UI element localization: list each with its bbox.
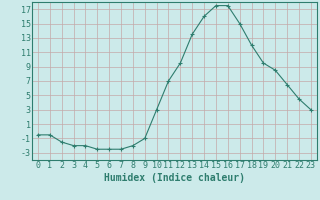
X-axis label: Humidex (Indice chaleur): Humidex (Indice chaleur) xyxy=(104,173,245,183)
